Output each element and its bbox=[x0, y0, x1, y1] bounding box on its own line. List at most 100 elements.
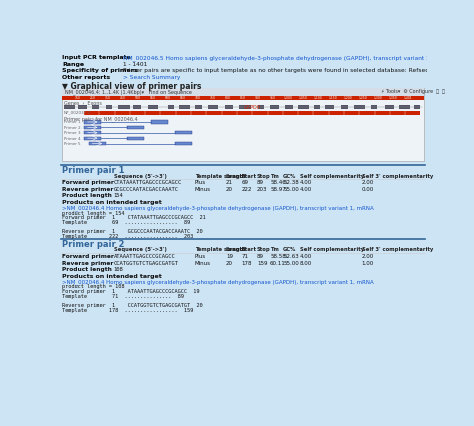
Text: 69: 69 bbox=[241, 181, 248, 185]
Text: GCGCCCAATACGACCAAATC: GCGCCCAATACGACCAAATC bbox=[113, 187, 179, 192]
Text: Template       222  .................  203: Template 222 ................. 203 bbox=[63, 233, 193, 239]
Text: Template        69  .................  89: Template 69 ................. 89 bbox=[63, 220, 191, 225]
Text: Start: Start bbox=[241, 173, 256, 178]
Text: 19: 19 bbox=[226, 254, 233, 259]
Text: Primer pairs for NM_002046.4: Primer pairs for NM_002046.4 bbox=[64, 117, 137, 122]
Text: Template strand: Template strand bbox=[195, 248, 243, 253]
Text: 20: 20 bbox=[226, 261, 233, 265]
Text: 55.00: 55.00 bbox=[283, 261, 299, 265]
Text: NP_002037.2: NP_002037.2 bbox=[64, 110, 91, 115]
Bar bbox=[257, 105, 264, 109]
Text: 8.00: 8.00 bbox=[300, 261, 312, 265]
Bar bbox=[84, 131, 101, 134]
Text: Specificity of primers: Specificity of primers bbox=[63, 68, 138, 73]
Text: Template strand: Template strand bbox=[195, 173, 243, 178]
Bar bbox=[63, 96, 423, 101]
Text: Template       178  .................  159: Template 178 ................. 159 bbox=[63, 308, 193, 313]
Bar bbox=[270, 105, 279, 109]
Text: Input PCR template: Input PCR template bbox=[63, 55, 131, 60]
Text: 450: 450 bbox=[119, 96, 126, 100]
Text: 222: 222 bbox=[241, 187, 252, 192]
Text: Reverse primer  1    CCATGGTGTCTGAGCGATGT  20: Reverse primer 1 CCATGGTGTCTGAGCGATGT 20 bbox=[63, 303, 203, 308]
Text: NM_002046.4: 1..1.4K (1.4Kbp)▾   Find on Sequence: NM_002046.4: 1..1.4K (1.4Kbp)▾ Find on S… bbox=[64, 89, 191, 95]
Text: 52.63: 52.63 bbox=[283, 254, 299, 259]
Text: Self 3' complementarity: Self 3' complementarity bbox=[362, 173, 433, 178]
Text: Plus: Plus bbox=[195, 181, 206, 185]
Text: Primer 2: Primer 2 bbox=[64, 126, 81, 130]
Text: Stop: Stop bbox=[257, 173, 271, 178]
Text: 600: 600 bbox=[164, 96, 171, 100]
Text: GC%: GC% bbox=[283, 173, 297, 178]
Text: Primer pairs are specific to input template as no other targets were found in se: Primer pairs are specific to input templ… bbox=[123, 68, 474, 73]
Text: Primer pair 1: Primer pair 1 bbox=[63, 166, 125, 175]
Text: Products on intended target: Products on intended target bbox=[63, 273, 162, 279]
Text: Forward primer: Forward primer bbox=[63, 181, 114, 185]
Bar bbox=[152, 121, 168, 124]
Bar bbox=[168, 105, 174, 109]
Bar bbox=[84, 137, 101, 140]
Bar bbox=[340, 105, 348, 109]
Text: 900: 900 bbox=[255, 96, 261, 100]
Text: Forward primer  1    CTATAAATTGAGCCCGCAGCC  21: Forward primer 1 CTATAAATTGAGCCCGCAGCC 2… bbox=[63, 215, 206, 220]
Text: Stop: Stop bbox=[257, 248, 271, 253]
Text: Tm: Tm bbox=[270, 248, 279, 253]
Text: ⚡ Tools▾  ⚙ Configure  ⓘ  ⓙ: ⚡ Tools▾ ⚙ Configure ⓘ ⓙ bbox=[381, 89, 445, 94]
Text: product length = 108: product length = 108 bbox=[63, 285, 125, 289]
Text: 150: 150 bbox=[74, 96, 80, 100]
Text: ▼ Graphical view of primer pairs: ▼ Graphical view of primer pairs bbox=[63, 82, 202, 91]
Text: 71: 71 bbox=[241, 254, 248, 259]
Text: 1,250: 1,250 bbox=[359, 96, 368, 100]
Text: Length: Length bbox=[226, 173, 246, 178]
Text: 700: 700 bbox=[195, 96, 201, 100]
Text: 21: 21 bbox=[226, 181, 233, 185]
Text: 4.00: 4.00 bbox=[300, 254, 312, 259]
Bar bbox=[314, 105, 320, 109]
Text: CCATGGTGTCTGAGCGATGT: CCATGGTGTCTGAGCGATGT bbox=[113, 261, 179, 265]
Text: 159: 159 bbox=[257, 261, 267, 265]
Text: Genes  ›  Exons: Genes › Exons bbox=[64, 101, 102, 106]
Bar bbox=[239, 105, 251, 109]
Text: Self 3' complementarity: Self 3' complementarity bbox=[362, 248, 433, 253]
Text: Sequence (5'->3'): Sequence (5'->3') bbox=[113, 248, 166, 253]
Bar bbox=[84, 121, 101, 124]
Bar bbox=[298, 105, 309, 109]
Text: CTATAAATTGAGCCCGCAGCC: CTATAAATTGAGCCCGCAGCC bbox=[113, 181, 182, 185]
Text: Sequence (5'->3'): Sequence (5'->3') bbox=[113, 173, 166, 178]
Text: Plus: Plus bbox=[195, 254, 206, 259]
Text: 1,350: 1,350 bbox=[389, 96, 398, 100]
Text: ATAAATTGAGCCCGCAGCC: ATAAATTGAGCCCGCAGCC bbox=[113, 254, 175, 259]
Bar bbox=[118, 105, 130, 109]
Text: Products on intended target: Products on intended target bbox=[63, 200, 162, 205]
Text: > Search Summary: > Search Summary bbox=[123, 75, 180, 80]
Text: 178: 178 bbox=[241, 261, 252, 265]
Text: Length: Length bbox=[226, 248, 246, 253]
Text: Template        71  ...............  89: Template 71 ............... 89 bbox=[63, 294, 184, 299]
Bar bbox=[285, 105, 293, 109]
Text: 1 - 1401: 1 - 1401 bbox=[123, 61, 147, 66]
Text: 89: 89 bbox=[257, 254, 264, 259]
Bar bbox=[225, 105, 233, 109]
Text: 60.11: 60.11 bbox=[270, 261, 286, 265]
Bar bbox=[84, 126, 101, 129]
Text: 1,200: 1,200 bbox=[344, 96, 353, 100]
Bar bbox=[371, 105, 377, 109]
Bar bbox=[325, 105, 334, 109]
Text: 58.97: 58.97 bbox=[270, 187, 286, 192]
Text: 650: 650 bbox=[180, 96, 186, 100]
Bar bbox=[127, 137, 144, 140]
Text: 500: 500 bbox=[135, 96, 141, 100]
Text: 750: 750 bbox=[210, 96, 216, 100]
Bar bbox=[64, 105, 75, 109]
Text: 58.46: 58.46 bbox=[270, 181, 286, 185]
Text: 550: 550 bbox=[150, 96, 155, 100]
Text: 58.58: 58.58 bbox=[270, 254, 286, 259]
Text: Forward primer: Forward primer bbox=[63, 254, 114, 259]
Text: 950: 950 bbox=[270, 96, 276, 100]
Text: Primer 1: Primer 1 bbox=[64, 121, 81, 124]
Text: >NM_002046.4 Homo sapiens glyceraldehyde-3-phosphate dehydrogenase (GAPDH), tran: >NM_002046.4 Homo sapiens glyceraldehyde… bbox=[63, 205, 374, 211]
Text: Forward primer  1    ATAAATTGAGCCCGCAGCC  19: Forward primer 1 ATAAATTGAGCCCGCAGCC 19 bbox=[63, 289, 200, 294]
Bar bbox=[399, 105, 410, 109]
Text: Primer 3: Primer 3 bbox=[64, 131, 81, 135]
Bar bbox=[179, 105, 190, 109]
Text: 89: 89 bbox=[257, 181, 264, 185]
